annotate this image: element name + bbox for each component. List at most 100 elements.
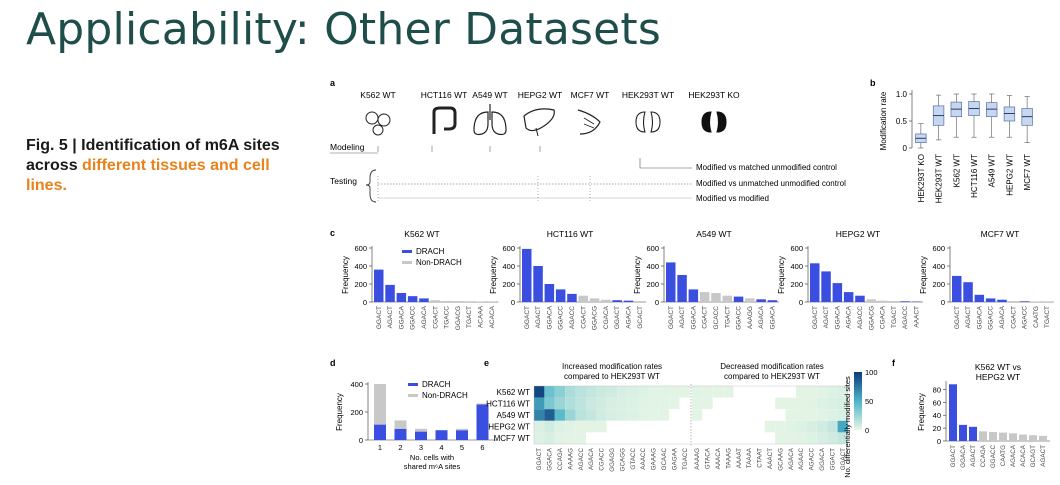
e-colorbar-label: No. differentially modified sites <box>843 376 852 478</box>
c-bar <box>711 293 721 302</box>
c-y-tick-label: 0 <box>799 298 803 307</box>
e-cell-right <box>786 421 796 433</box>
c-chart-2: HCT116 WT0200400600FrequencyGGACT AGACT GG… <box>489 229 646 330</box>
c-bar <box>677 275 687 302</box>
d-bar-drach <box>415 432 427 440</box>
e-cell-right <box>702 432 712 444</box>
f-title-line2: HEPG2 WT <box>976 372 1020 382</box>
c-x-tick-label: GGACC <box>736 306 743 330</box>
e-cell-left <box>617 398 627 410</box>
e-cell-left <box>607 409 617 421</box>
c-chart-5: MCF7 WT0200400600FrequencyGGACT AGACT GGAC… <box>919 229 1054 330</box>
f-x-tick-label: AGACT <box>970 445 977 467</box>
c-x-tick-label: CGACT <box>580 306 587 329</box>
e-col-label: AGACA <box>588 447 595 470</box>
d-bar-nondrach <box>395 420 407 428</box>
e-cell-right <box>765 409 775 421</box>
e-cell-right <box>692 386 702 398</box>
c-x-tick-label: AGACA <box>625 305 632 328</box>
c-x-tick-label: ACACA <box>489 305 496 328</box>
e-col-label: GCAGG <box>619 448 626 472</box>
e-cell-left <box>565 386 575 398</box>
e-cell-right <box>796 409 806 421</box>
e-cell-left <box>576 421 586 433</box>
e-cell-right <box>754 398 764 410</box>
e-col-label: AGACA <box>788 447 795 470</box>
d-bar-drach <box>374 425 386 440</box>
cell-label: MCF7 WT <box>571 90 610 100</box>
d-bar-nondrach <box>374 384 386 425</box>
e-cell-left <box>607 386 617 398</box>
c-x-tick-label: CGACA <box>603 305 610 329</box>
c-bar <box>556 289 566 302</box>
e-row-label: HCT116 WT <box>486 399 530 408</box>
e-cell-left <box>669 409 679 421</box>
e-cell-right <box>754 432 764 444</box>
c-bar <box>963 282 973 302</box>
e-cell-left <box>638 386 648 398</box>
e-cell-right <box>817 398 827 410</box>
e-cell-left <box>544 398 554 410</box>
c-x-tick-label: GGACG <box>868 306 875 330</box>
b-box <box>986 103 997 117</box>
c-bar <box>997 300 1007 302</box>
legend-drach-label: DRACH <box>416 247 445 256</box>
e-cell-right <box>827 409 837 421</box>
e-cell-left <box>669 398 679 410</box>
e-cell-left <box>648 398 658 410</box>
marrow-icon <box>366 112 390 135</box>
c-y-tick-label: 200 <box>790 280 803 289</box>
c-bar <box>545 284 555 302</box>
c-y-label: Frequency <box>777 256 786 294</box>
c-y-tick-label: 200 <box>932 280 945 289</box>
c-bar <box>601 300 611 302</box>
e-cell-right <box>806 386 816 398</box>
e-cell-left <box>638 421 648 433</box>
e-col-label: GCAAC <box>661 448 668 471</box>
b-y-tick-label: 0.5 <box>896 117 908 126</box>
c-x-tick-label: GGACT <box>524 306 531 329</box>
e-cell-right <box>744 409 754 421</box>
e-cell-left <box>669 432 679 444</box>
c-x-tick-label: AGACC <box>1022 306 1029 329</box>
e-cell-left <box>617 432 627 444</box>
f-title-line1: K562 WT vs <box>975 362 1021 372</box>
c-x-tick-label: CAATG <box>1033 306 1040 328</box>
e-cell-left <box>628 409 638 421</box>
kidney-icon <box>636 112 660 132</box>
e-cell-right <box>806 421 816 433</box>
f-y-tick-label: 40 <box>933 411 941 420</box>
panel-d-stacked-bars: 0200400Frequency1 2 3 4 5 6No. cells withshar… <box>335 380 496 471</box>
cell-label: K562 WT <box>360 90 395 100</box>
f-bar <box>989 432 997 441</box>
c-bar <box>374 270 384 302</box>
c-x-tick-label: CGACT <box>702 306 709 329</box>
e-colorbar-tick: 0 <box>865 426 869 435</box>
e-cell-left <box>555 409 565 421</box>
c-y-tick-label: 400 <box>502 262 515 271</box>
c-x-tick-label: GGACG <box>455 306 462 330</box>
e-cell-right <box>817 409 827 421</box>
f-x-tick-label: ACACA <box>1020 444 1027 466</box>
e-cell-left <box>555 398 565 410</box>
e-col-label: GGACA <box>547 447 554 471</box>
c-y-tick-label: 400 <box>932 262 945 271</box>
e-col-label: GAGAA <box>671 447 678 470</box>
b-y-label: Modification rate <box>879 91 888 150</box>
c-chart-title: HCT116 WT <box>547 229 594 239</box>
e-cell-right <box>827 432 837 444</box>
e-cell-left <box>555 386 565 398</box>
e-cell-right <box>713 386 723 398</box>
c-y-tick-label: 400 <box>646 262 659 271</box>
c-bar <box>1020 301 1030 302</box>
d-x-tick-label: 6 <box>480 443 484 452</box>
c-y-tick-label: 400 <box>354 262 367 271</box>
e-cell-left <box>596 432 606 444</box>
e-cell-left <box>659 398 669 410</box>
c-bar <box>952 276 962 302</box>
e-cell-right <box>702 386 712 398</box>
e-cell-right <box>806 432 816 444</box>
c-x-tick-label: GGACC <box>988 306 995 330</box>
e-cell-right <box>702 409 712 421</box>
